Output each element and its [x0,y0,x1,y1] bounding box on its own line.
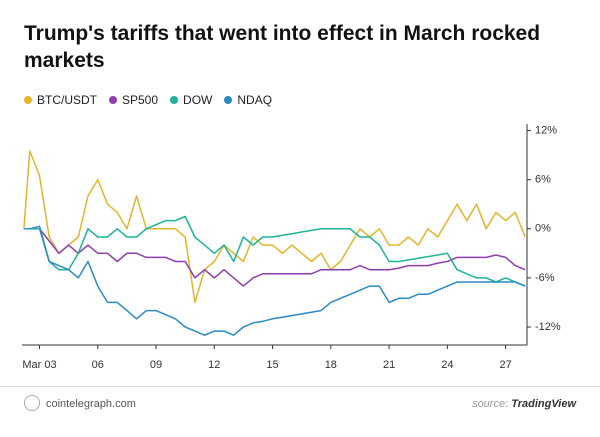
legend-label: DOW [183,93,213,107]
legend-swatch [109,96,117,104]
x-tick-label: 21 [383,359,395,371]
x-tick-label: Mar 03 [22,359,56,371]
source-label: source: [472,398,509,410]
x-tick-label: 06 [92,359,104,371]
y-tick-label: 12% [535,124,557,136]
site: cointelegraph.com [46,398,136,410]
legend-swatch [170,96,179,104]
x-tick-label: 18 [325,359,337,371]
legend-swatch [24,96,32,104]
legend: BTC/USDT SP500 DOW NDAQ [24,93,272,107]
x-tick-label: 24 [441,359,453,371]
y-tick-label: -12% [535,321,561,333]
x-tick-label: 12 [208,359,220,371]
series-line [23,225,526,336]
legend-item: NDAQ [224,93,272,107]
legend-item: BTC/USDT [24,93,97,107]
footer: cointelegraph.com source: TradingView [0,386,600,437]
legend-swatch [224,96,233,104]
y-tick-label: -6% [535,272,555,284]
legend-item: DOW [170,93,212,107]
source: source: TradingView [472,398,576,410]
legend-label: SP500 [122,93,159,107]
x-tick-label: 15 [266,359,278,371]
chart-title: Trump's tariffs that went into effect in… [24,22,541,72]
x-tick-label: 09 [150,359,162,371]
legend-label: NDAQ [237,93,273,107]
logo [24,395,40,411]
series-line [23,150,526,304]
y-tick-label: 6% [535,174,551,186]
y-tick-label: 0% [535,223,551,235]
series-line [23,228,526,287]
legend-label: BTC/USDT [37,93,97,107]
series-line [23,215,526,287]
chart: 12% 6% 0% -6% -12% Mar 03 06 09 12 15 18 21 24 27 [22,124,561,371]
legend-item: SP500 [109,93,158,107]
source-name: TradingView [511,398,576,410]
x-tick-label: 27 [500,359,512,371]
